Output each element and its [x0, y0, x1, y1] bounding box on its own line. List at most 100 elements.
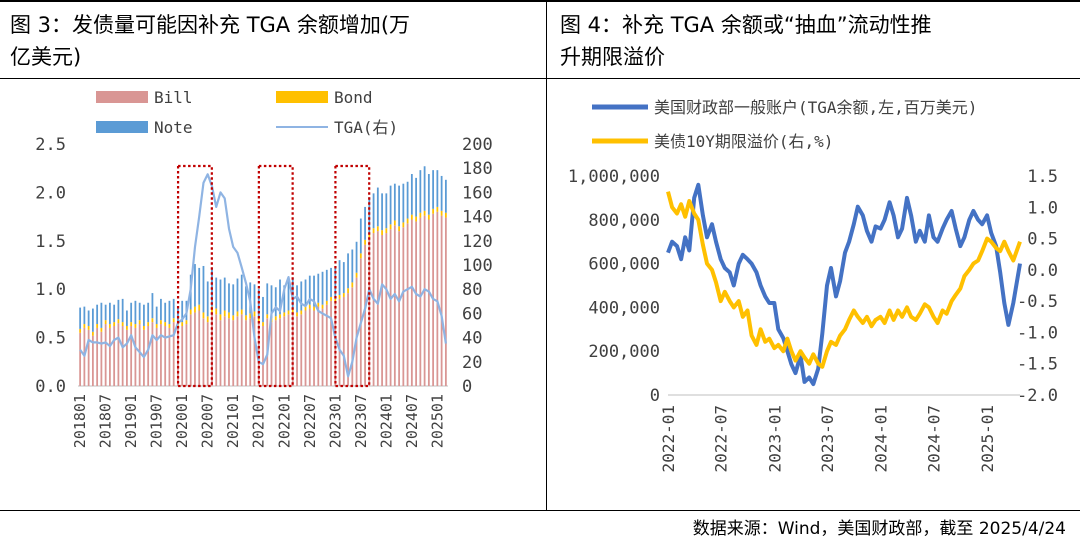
x-tick-label: 202001: [173, 394, 191, 448]
y-right-tick-label: -1.0: [1017, 323, 1058, 343]
bar-bill: [372, 233, 375, 386]
y-left-tick-label: 0: [650, 386, 660, 406]
bar-note: [368, 197, 371, 235]
bar-bill: [194, 312, 196, 386]
bar-bill: [223, 316, 226, 386]
bar-bill: [134, 327, 137, 386]
bar-note: [398, 185, 400, 227]
bar-bill: [138, 324, 141, 386]
bar-note: [228, 283, 230, 313]
bar-note: [232, 284, 235, 316]
left-panel-title-line2: 亿美元): [10, 45, 82, 69]
bar-bond: [96, 324, 99, 328]
bar-bond: [402, 222, 405, 228]
bar-bond: [172, 318, 175, 323]
bar-bond: [368, 234, 371, 239]
x-tick-label: 2023-07: [818, 405, 837, 472]
term-premium-line: [666, 191, 1022, 369]
bar-bill: [177, 325, 179, 386]
bar-bill: [245, 320, 247, 386]
bar-bill: [147, 325, 150, 386]
bar-bill: [219, 320, 222, 386]
bar-note: [87, 310, 90, 326]
bar-bill: [410, 219, 413, 386]
bar-bill: [351, 287, 354, 386]
bar-bill: [415, 221, 417, 386]
bar-bond: [355, 272, 358, 278]
bar-note: [181, 300, 184, 323]
bar-bill: [287, 314, 290, 386]
bar-bill: [270, 322, 273, 386]
bar-bill: [198, 310, 201, 386]
bar-bill: [279, 318, 281, 386]
bar-note: [376, 187, 379, 227]
bar-bond: [215, 308, 218, 315]
bar-bond: [181, 322, 184, 326]
legend-label-term-premium: 美债10Y期限溢价(右,%): [654, 132, 833, 151]
bar-bond: [121, 322, 124, 326]
bar-bond: [109, 324, 111, 328]
bar-bond: [87, 325, 90, 330]
bar-note: [79, 307, 82, 329]
bar-bill: [257, 322, 260, 386]
x-tick-label: 202207: [301, 394, 319, 448]
bar-note: [215, 277, 218, 309]
y-left-tick-label: 1.0: [35, 280, 66, 300]
highlight-box-2: [257, 164, 294, 388]
bar-note: [393, 183, 396, 221]
bar-bond: [351, 282, 354, 288]
bar-bill: [181, 325, 184, 386]
top-border: [0, 0, 1080, 2]
bar-bill: [402, 227, 405, 386]
bar-note: [415, 177, 417, 217]
bar-note: [427, 174, 430, 215]
bar-bill: [168, 327, 171, 386]
bar-note: [432, 170, 435, 209]
bar-note: [419, 170, 422, 213]
right-panel-title-line1: 图 4：补充 TGA 余额或“抽血”流动性推: [560, 13, 932, 37]
bar-bill: [164, 325, 167, 386]
bar-bill: [317, 306, 320, 386]
bar-bill: [253, 316, 256, 386]
bar-bond: [147, 322, 150, 326]
y-right-tick-label: 1.5: [1027, 167, 1058, 187]
bar-note: [313, 275, 315, 307]
x-tick-label: 202101: [224, 394, 242, 448]
bar-bill: [185, 324, 188, 386]
bar-bond: [389, 224, 392, 230]
bar-note: [198, 267, 201, 305]
legend-label-bill: Bill: [154, 88, 193, 107]
bar-bond: [304, 306, 307, 311]
y-right-tick-label: 120: [462, 232, 493, 252]
bar-bond: [134, 324, 137, 328]
bar-note: [279, 279, 281, 315]
bar-note: [300, 281, 303, 311]
bar-note: [240, 274, 243, 310]
bar-note: [177, 306, 179, 323]
bar-note: [330, 267, 332, 297]
bar-note: [147, 302, 150, 323]
bar-bond: [274, 316, 277, 321]
bar-bill: [151, 322, 154, 386]
bar-note: [389, 185, 392, 225]
bar-note: [91, 308, 94, 332]
bar-note: [270, 285, 273, 319]
bar-note: [206, 281, 209, 317]
bar-bill: [342, 296, 345, 386]
bar-note: [308, 275, 311, 305]
bar-note: [100, 302, 103, 328]
bar-bond: [410, 214, 413, 220]
bar-note: [194, 264, 196, 307]
bar-bill: [398, 231, 400, 386]
bottom-divider: [0, 510, 1080, 511]
bar-bill: [79, 332, 82, 386]
tga-line: [79, 173, 447, 378]
bar-bill: [427, 219, 430, 386]
bar-bond: [291, 308, 294, 313]
bar-note: [440, 175, 443, 211]
bar-bond: [223, 310, 226, 317]
bar-note: [96, 304, 99, 325]
legend-swatch-note: [96, 121, 148, 133]
bar-bill: [330, 300, 332, 386]
